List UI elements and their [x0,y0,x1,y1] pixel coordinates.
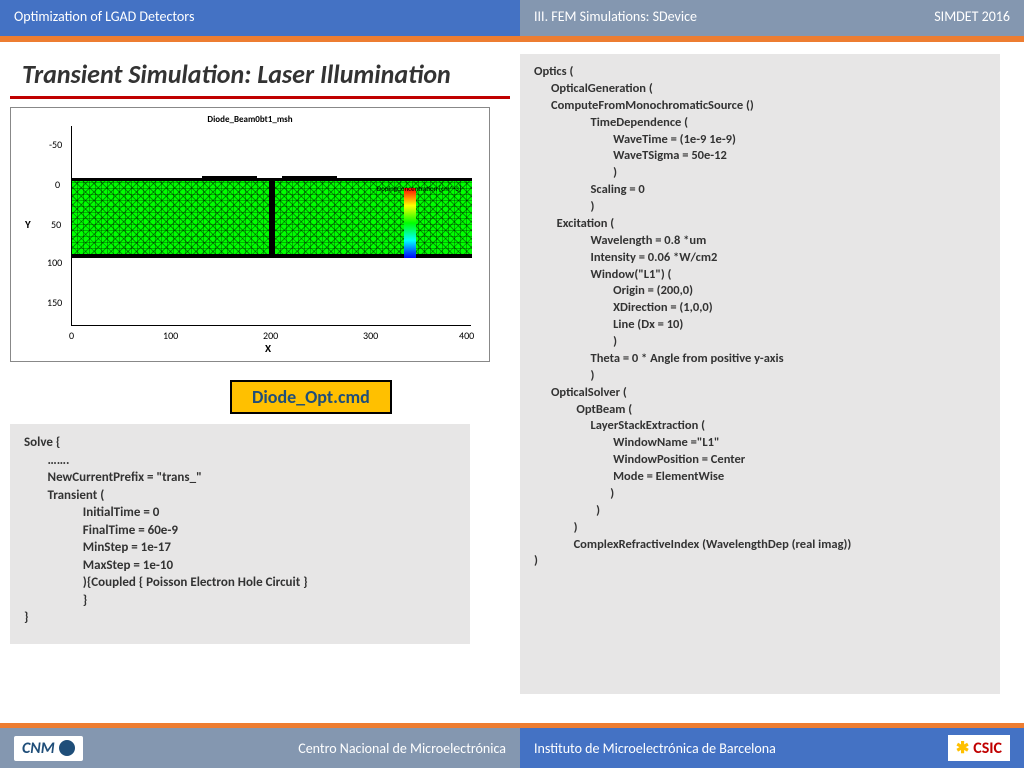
xtick: 100 [163,329,178,342]
footer: CNM Centro Nacional de Microelectrónica … [0,723,1024,768]
mesh-left [72,181,269,254]
cnm-logo: CNM [14,736,83,761]
right-column: Optics ( OpticalGeneration ( ComputeFrom… [520,54,1014,694]
cnm-logo-icon [59,740,75,756]
csic-star-icon: ✱ [956,738,969,758]
left-column: Transient Simulation: Laser Illumination… [10,54,510,694]
header-left: Optimization of LGAD Detectors [0,0,520,36]
plot-area: DopingConcentration [cm^-3] [71,126,471,326]
footer-bar: CNM Centro Nacional de Microelectrónica … [0,728,1024,768]
optics-code-block: Optics ( OpticalGeneration ( ComputeFrom… [520,54,1000,694]
page-title: Transient Simulation: Laser Illumination [10,54,510,94]
csic-logo: ✱ CSIC [948,735,1010,761]
ytick: 100 [47,256,62,269]
ylabel: Y [25,218,31,231]
solve-code-block: Solve { ……. NewCurrentPrefix = "trans_" … [10,424,470,644]
header-bar: Optimization of LGAD Detectors III. FEM … [0,0,1024,36]
chart-title: Diode_Beam0bt1_msh [17,114,483,125]
xtick: 0 [69,329,74,342]
cmd-file-button[interactable]: Diode_Opt.cmd [230,380,392,414]
csic-logo-text: CSIC [973,739,1002,758]
mesh-notch-right [282,176,337,181]
header-section: III. FEM Simulations: SDevice [534,8,697,28]
xtick: 200 [263,329,278,342]
footer-right-org: Instituto de Microelectrónica de Barcelo… [534,740,776,757]
xtick: 400 [459,329,474,342]
xlabel: X [265,342,271,355]
footer-right: Instituto de Microelectrónica de Barcelo… [520,728,1024,768]
ytick: 150 [47,296,62,309]
colorbar [404,188,416,258]
colorbar-label: DopingConcentration [cm^-3] [377,184,461,193]
ytick: 50 [51,218,61,231]
xtick: 300 [363,329,378,342]
title-rule [10,96,510,99]
header-event: SIMDET 2016 [934,8,1010,28]
mesh-chart: Diode_Beam0bt1_msh DopingConcentration [… [10,107,490,362]
ytick: -50 [49,138,62,151]
ytick: 0 [55,178,60,191]
mesh-notch-left [202,176,257,181]
footer-left: CNM Centro Nacional de Microelectrónica [0,728,520,768]
cnm-logo-text: CNM [22,739,55,758]
mesh-center-gap [269,178,275,258]
header-right: III. FEM Simulations: SDevice SIMDET 201… [520,0,1024,36]
main-content: Transient Simulation: Laser Illumination… [0,42,1024,694]
footer-left-org: Centro Nacional de Microelectrónica [298,740,506,757]
